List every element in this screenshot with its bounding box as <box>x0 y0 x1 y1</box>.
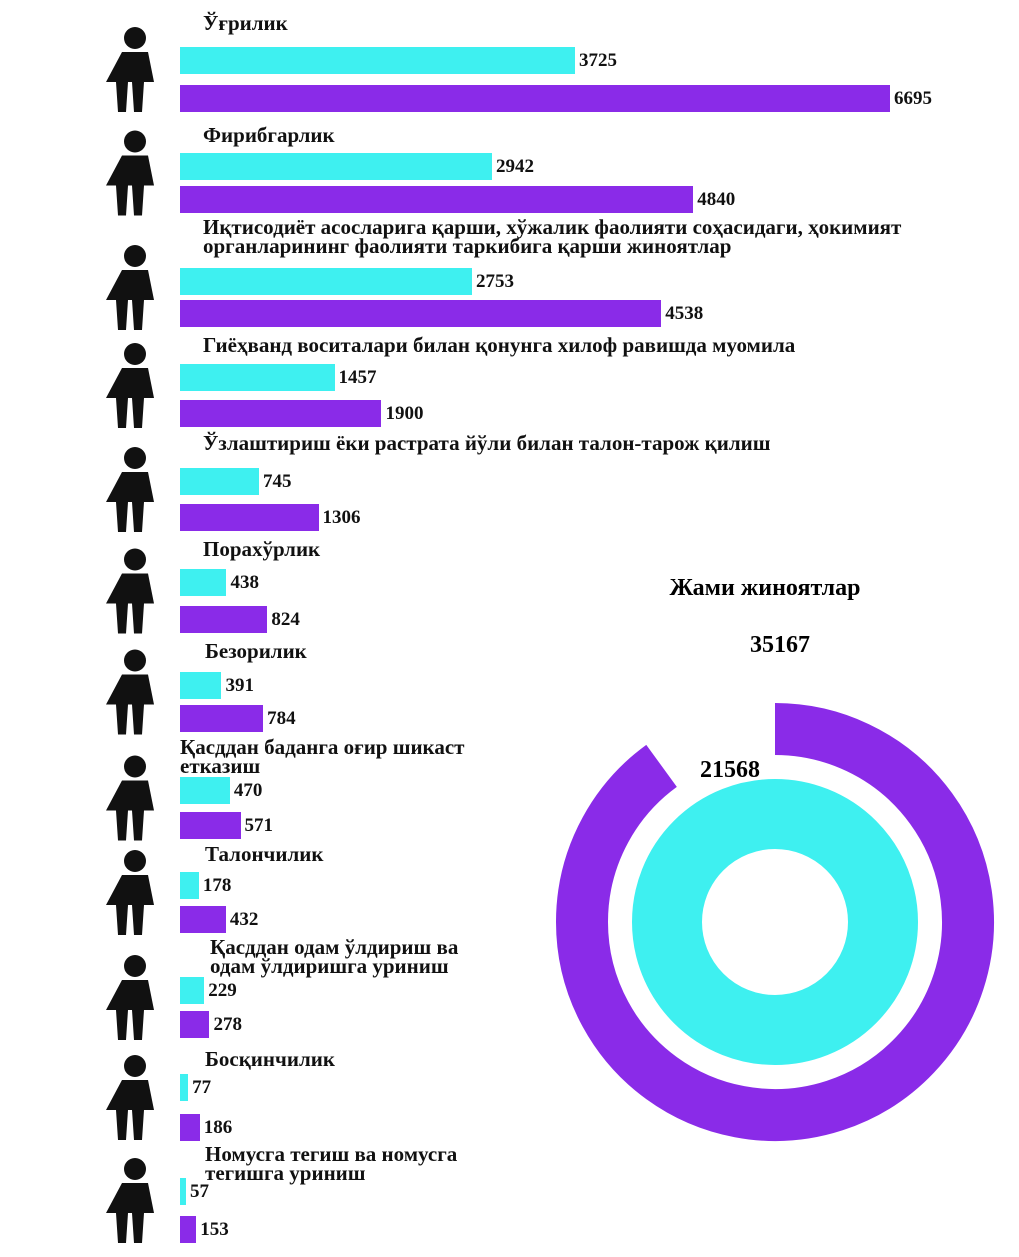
value-label: 784 <box>267 708 296 729</box>
bar <box>180 812 241 839</box>
value-label: 4840 <box>697 189 736 210</box>
donut-ring <box>632 779 918 1065</box>
category-label: Порахўрлик <box>203 537 321 561</box>
bar <box>180 1178 187 1205</box>
value-label: 229 <box>208 980 237 1001</box>
bar <box>180 153 492 180</box>
bar <box>180 364 335 391</box>
icon <box>106 649 154 735</box>
icon <box>106 343 154 428</box>
bar <box>180 906 226 933</box>
category-label: Талончилик <box>205 842 324 866</box>
value-label: 2753 <box>475 271 514 292</box>
bar <box>180 186 694 213</box>
bar <box>180 400 382 427</box>
bar <box>180 1011 210 1038</box>
value-label: 1457 <box>338 367 377 388</box>
bar <box>180 1114 200 1141</box>
bar <box>180 268 472 295</box>
bar <box>180 47 576 74</box>
bar <box>180 705 264 732</box>
icon <box>106 1158 154 1243</box>
category-label: Безорилик <box>205 639 307 663</box>
category-label: Иқтисодиёт асосларига қарши, хўжалик фао… <box>203 215 902 258</box>
value-label: 2942 <box>495 156 534 177</box>
bar <box>180 872 199 899</box>
bar <box>180 468 259 495</box>
bar <box>180 1074 189 1101</box>
value-label: 6695 <box>894 88 932 109</box>
value-label: 3725 <box>579 50 618 71</box>
value-label: 77 <box>192 1077 212 1098</box>
category-label: Қасддан одам ўлдириш ва одам ўлдиришга у… <box>210 935 459 978</box>
value-label: 1306 <box>322 507 361 528</box>
bar <box>180 672 222 699</box>
category-label: Ўғрилик <box>203 11 288 35</box>
value-label: 278 <box>213 1014 242 1035</box>
value-label: 35167 <box>750 632 810 658</box>
category-label: Қасддан баданга оғир шикаст етказиш <box>180 735 465 778</box>
value-label: 4538 <box>665 303 704 324</box>
value-label: 57 <box>190 1181 210 1202</box>
icon <box>106 755 154 841</box>
value-label: 432 <box>229 909 259 930</box>
icon <box>106 1055 154 1140</box>
bar <box>180 85 890 112</box>
icon <box>106 955 154 1040</box>
value-label: 178 <box>202 875 232 896</box>
category-label: Номусга тегиш ва номусга тегишга уриниш <box>205 1142 458 1185</box>
category-label: Босқинчилик <box>205 1047 335 1071</box>
category-label: Фирибгарлик <box>203 123 335 147</box>
value-label: 438 <box>230 572 259 593</box>
value-label: 391 <box>225 675 254 696</box>
value-label: 571 <box>244 815 274 836</box>
bar <box>180 504 319 531</box>
icon <box>106 850 154 935</box>
value-label: 745 <box>263 471 292 492</box>
value-label: 470 <box>233 780 263 801</box>
bar <box>180 977 205 1004</box>
icon <box>106 27 154 112</box>
value-label: 1900 <box>385 403 424 424</box>
bar <box>180 606 268 633</box>
icon <box>106 245 154 330</box>
value-label: 21568 <box>700 757 760 783</box>
bar <box>180 569 227 596</box>
category-label: Гиёҳванд воситалари билан қонунга хилоф … <box>203 333 796 357</box>
value-label: 824 <box>271 609 300 630</box>
donut-ring <box>556 703 994 1141</box>
icon <box>106 447 154 532</box>
bar <box>180 1216 197 1243</box>
bar <box>180 300 662 327</box>
bar <box>180 777 230 804</box>
value-label: 153 <box>200 1219 229 1240</box>
value-label: 186 <box>203 1117 233 1138</box>
category-label: Ўзлаштириш ёки растрата йўли билан талон… <box>203 431 771 455</box>
icon <box>106 130 154 216</box>
icon <box>106 548 154 634</box>
donut-title: Жами жиноятлар <box>670 575 861 601</box>
